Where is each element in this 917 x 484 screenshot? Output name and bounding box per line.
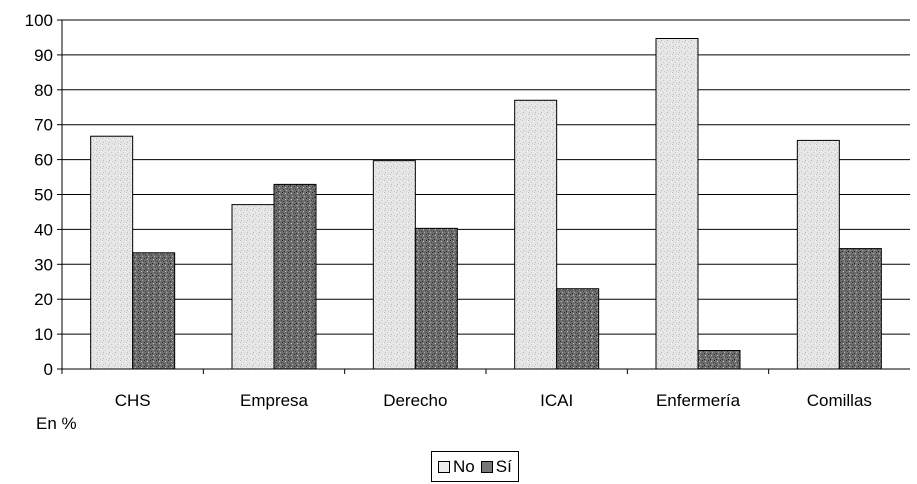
bar-no-enfermería [655, 37, 699, 370]
x-tick-label: CHS [115, 391, 151, 410]
x-tick-label: Enfermería [656, 391, 741, 410]
y-tick-label: 10 [34, 325, 53, 344]
bar-no-chs [90, 135, 134, 370]
y-tick-label: 80 [34, 81, 53, 100]
x-tick-label: Empresa [240, 391, 309, 410]
y-tick-labels: 0 10 20 30 40 50 60 70 80 90 100 [25, 11, 53, 379]
y-tick-label: 90 [34, 46, 53, 65]
legend-swatch-no [438, 460, 450, 473]
x-tick-label: ICAI [540, 391, 573, 410]
gridlines [57, 19, 910, 374]
x-tick-label: Comillas [807, 391, 872, 410]
y-tick-label: 50 [34, 186, 53, 205]
bar-no-icai [514, 99, 558, 370]
bar-si-derecho [414, 227, 458, 370]
legend: No Sí [431, 451, 519, 482]
bar-si-empresa [273, 183, 317, 370]
bar-si-comillas [838, 248, 882, 370]
legend-label-si: Sí [495, 456, 512, 476]
bar-no-comillas [796, 139, 840, 370]
legend-item-no: No [438, 457, 475, 477]
y-tick-label: 40 [34, 220, 53, 239]
bar-no-empresa [231, 204, 275, 370]
legend-item-si: Sí [480, 456, 512, 477]
legend-label-no: No [453, 456, 475, 476]
bar-si-icai [556, 288, 600, 370]
y-tick-label: 0 [44, 360, 53, 379]
x-tick-label: Derecho [383, 391, 447, 410]
bar-no-derecho [372, 160, 416, 370]
y-tick-label: 70 [34, 116, 53, 135]
y-tick-label: 60 [34, 151, 53, 170]
bar-si-enfermería [697, 350, 741, 370]
bar-si-chs [132, 252, 176, 370]
legend-swatch-si [480, 460, 493, 473]
axes [61, 20, 910, 370]
y-tick-label: 20 [34, 290, 53, 309]
bars [90, 37, 882, 370]
x-tick-labels: CHS Empresa Derecho ICAI Enfermería Comillas [115, 391, 872, 410]
unit-label: En % [36, 414, 77, 433]
y-tick-label: 100 [25, 11, 53, 30]
y-tick-label: 30 [34, 255, 53, 274]
